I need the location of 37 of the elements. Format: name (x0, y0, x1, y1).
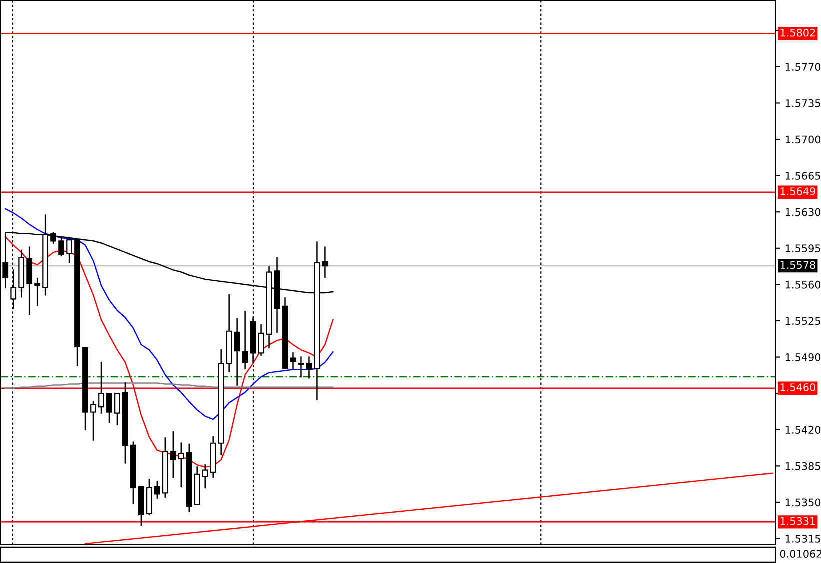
y-tick-label: 1.5385 (786, 462, 820, 470)
y-tick-label: 1.5490 (786, 354, 821, 362)
y-tick-label: 1.5735 (786, 99, 820, 108)
candlestick (298, 356, 304, 378)
y-tick-label: 1.5350 (786, 498, 821, 507)
candlestick (258, 324, 264, 356)
ref-line-label: 1.5802 (780, 28, 816, 37)
candlestick (242, 311, 248, 370)
y-tick-label: 1.5420 (786, 426, 821, 434)
candlestick (202, 464, 208, 489)
candlestick (154, 481, 160, 499)
candlestick (66, 237, 72, 264)
candlestick (98, 362, 104, 414)
line-series (4, 208, 334, 420)
candlestick (58, 237, 64, 256)
y-tick-label: 1.5665 (786, 172, 820, 180)
candlestick (170, 431, 176, 478)
candlestick (322, 246, 328, 278)
y-tick-label: 1.5525 (786, 317, 820, 326)
y-tick-label: 1.5595 (786, 244, 820, 253)
candlestick (290, 352, 296, 370)
y-tick-label: 1.5560 (786, 280, 821, 289)
y-tick-label: 1.5700 (786, 136, 821, 144)
ref-line-label: 1.5331 (780, 517, 816, 526)
candlestick (114, 392, 120, 426)
ref-line-label: 1.5460 (780, 384, 816, 392)
candlestick (90, 401, 96, 441)
candlestick (178, 442, 184, 488)
candlestick (34, 278, 41, 306)
candlestick (234, 318, 240, 386)
y-tick-label: 1.5315 (786, 535, 820, 543)
candlestick (306, 356, 312, 379)
ref-line-label: 1.5649 (780, 188, 816, 196)
y-tick-label: 1.5630 (786, 208, 821, 216)
ref-line-label: 1.5578 (780, 261, 816, 270)
candlestick (106, 392, 112, 424)
y-tick-label: 1.5770 (786, 63, 821, 72)
